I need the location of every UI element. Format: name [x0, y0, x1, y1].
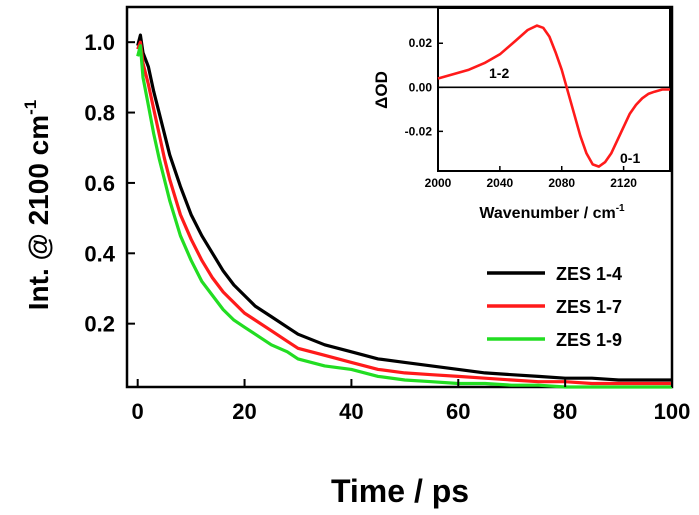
x-axis-title: Time / ps: [331, 473, 469, 509]
inset-x-tick-label-2000: 2000: [425, 176, 452, 190]
y-tick-label-0-2: 0.2: [84, 312, 115, 337]
y-tick-label-1-0: 1.0: [84, 30, 115, 55]
series-line-zes-1-9: [136, 44, 672, 389]
inset-y-tick-label-0-02: 0.02: [409, 36, 433, 50]
inset-y-axis-title: ΔOD: [372, 71, 391, 109]
x-tick-label-80: 80: [553, 399, 577, 424]
x-tick-label-20: 20: [232, 399, 256, 424]
inset-plot-frame: [437, 7, 671, 172]
series-line-zes-1-4: [136, 33, 672, 382]
legend: ZES 1-4 ZES 1-7 ZES 1-9: [487, 264, 622, 350]
inset-x-axis-title-superscript: -1: [616, 203, 625, 214]
inset-ticks-layer: 2000 2040 2080 2120 0.02 0.00 -0.02: [405, 36, 638, 190]
main-series-layer: [136, 33, 672, 389]
annotation-0-1: 0-1: [620, 150, 640, 166]
inset-plot: 2000 2040 2080 2120 0.02 0.00 -0.02 ΔOD Wavenu…: [372, 7, 671, 222]
inset-x-tick-label-2120: 2120: [610, 176, 637, 190]
series-line-zes-1-7: [136, 40, 672, 386]
x-tick-label-0: 0: [132, 399, 144, 424]
inset-y-tick-label-0-00: 0.00: [409, 80, 433, 94]
y-axis-title: Int. @ 2100 cm-1: [21, 100, 54, 311]
x-tick-label-40: 40: [339, 399, 363, 424]
y-axis-title-superscript: -1: [21, 100, 40, 115]
inset-x-tick-label-2080: 2080: [548, 176, 575, 190]
legend-label-zes-1-9: ZES 1-9: [556, 330, 622, 350]
legend-label-zes-1-4: ZES 1-4: [556, 264, 622, 284]
y-axis-title-main: Int. @ 2100 cm: [23, 115, 54, 310]
inset-x-axis-title-main: Wavenumber / cm: [479, 205, 615, 222]
x-tick-label-100: 100: [654, 399, 691, 424]
y-tick-label-0-4: 0.4: [84, 241, 115, 266]
y-tick-label-0-8: 0.8: [84, 101, 115, 126]
x-tick-label-60: 60: [446, 399, 470, 424]
inset-series-line: [437, 24, 670, 168]
annotation-1-2: 1-2: [489, 65, 509, 81]
inset-x-tick-label-2040: 2040: [487, 176, 514, 190]
inset-y-tick-label-0-02: -0.02: [405, 124, 433, 138]
y-tick-label-0-6: 0.6: [84, 171, 115, 196]
legend-label-zes-1-7: ZES 1-7: [556, 297, 622, 317]
inset-series-layer: [437, 24, 670, 168]
inset-x-axis-title: Wavenumber / cm-1: [479, 203, 625, 222]
